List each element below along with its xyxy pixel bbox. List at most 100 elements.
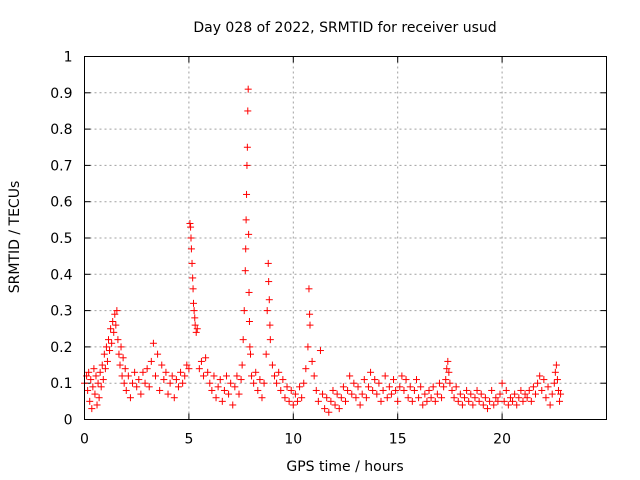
data-point [427,394,435,402]
data-point [417,383,425,391]
data-point [187,223,195,231]
data-point [467,390,475,398]
data-point [465,397,473,405]
data-point [244,107,252,115]
data-point [252,368,260,376]
data-point [406,383,414,391]
data-point [108,339,116,347]
data-point [289,401,297,409]
data-point [550,379,558,387]
data-point [245,230,253,238]
data-point [350,379,358,387]
data-point [231,383,239,391]
data-point [479,401,487,409]
data-point [548,390,556,398]
data-point [502,386,510,394]
data-point [84,386,92,394]
data-point [242,216,250,224]
data-point [542,394,550,402]
data-point [237,376,245,384]
data-point [131,368,139,376]
data-point [496,390,504,398]
data-point [360,376,368,384]
data-point [145,383,153,391]
data-point [283,383,291,391]
data-point [419,401,427,409]
data-point [358,390,366,398]
data-point [390,376,398,384]
data-point [553,376,561,384]
data-point [275,368,283,376]
data-point [119,354,127,362]
data-point [266,336,274,344]
data-point [98,361,106,369]
data-point [429,383,437,391]
data-point [454,397,462,405]
data-point [477,390,485,398]
data-point [525,386,533,394]
data-point [379,386,387,394]
data-point [404,394,412,402]
x-tick-label: 10 [284,432,302,448]
data-point [191,321,199,329]
data-point [488,386,496,394]
data-point [189,274,197,282]
data-point [306,310,314,318]
data-point [110,328,118,336]
data-point [116,361,124,369]
data-point [238,361,246,369]
x-tick-label: 20 [493,432,511,448]
data-point [187,234,195,242]
data-point [534,379,542,387]
data-point [260,379,268,387]
data-point [396,383,404,391]
data-point [551,368,559,376]
data-point [86,397,94,405]
data-point [469,401,477,409]
data-point [195,365,203,373]
data-point [185,365,193,373]
data-point [118,372,126,380]
axis-ticks: 00.10.20.30.40.50.60.70.80.910 5 10 15 20 [50,50,607,448]
data-point [277,386,285,394]
data-point [521,390,529,398]
grid [84,56,607,420]
data-point [208,386,216,394]
data-point [244,85,252,93]
data-point [515,394,523,402]
data-point [331,401,339,409]
data-point [183,361,191,369]
data-point [200,372,208,380]
data-point [93,401,101,409]
data-point [170,394,178,402]
data-point [421,390,429,398]
data-point [425,386,433,394]
data-point [342,397,349,405]
data-point [504,401,512,409]
data-point [158,361,166,369]
data-point [245,288,253,296]
data-point [111,310,119,318]
data-point [402,376,410,384]
x-tick-label: 5 [184,432,193,448]
data-point [348,390,356,398]
data-point [369,386,377,394]
data-point [306,321,314,329]
data-point [218,397,226,405]
data-point [305,285,313,293]
data-point [321,405,329,413]
data-point [91,390,99,398]
data-point [154,350,162,358]
data-point [202,354,210,362]
data-point [174,383,182,391]
x-tick-label: 15 [389,432,407,448]
data-point [410,386,418,394]
data-point [250,379,258,387]
x-tick-label: 0 [80,432,89,448]
data-point [216,376,224,384]
data-point [101,365,109,373]
data-point [268,361,276,369]
data-point [126,394,134,402]
data-point [381,372,389,380]
data-point [481,394,489,402]
